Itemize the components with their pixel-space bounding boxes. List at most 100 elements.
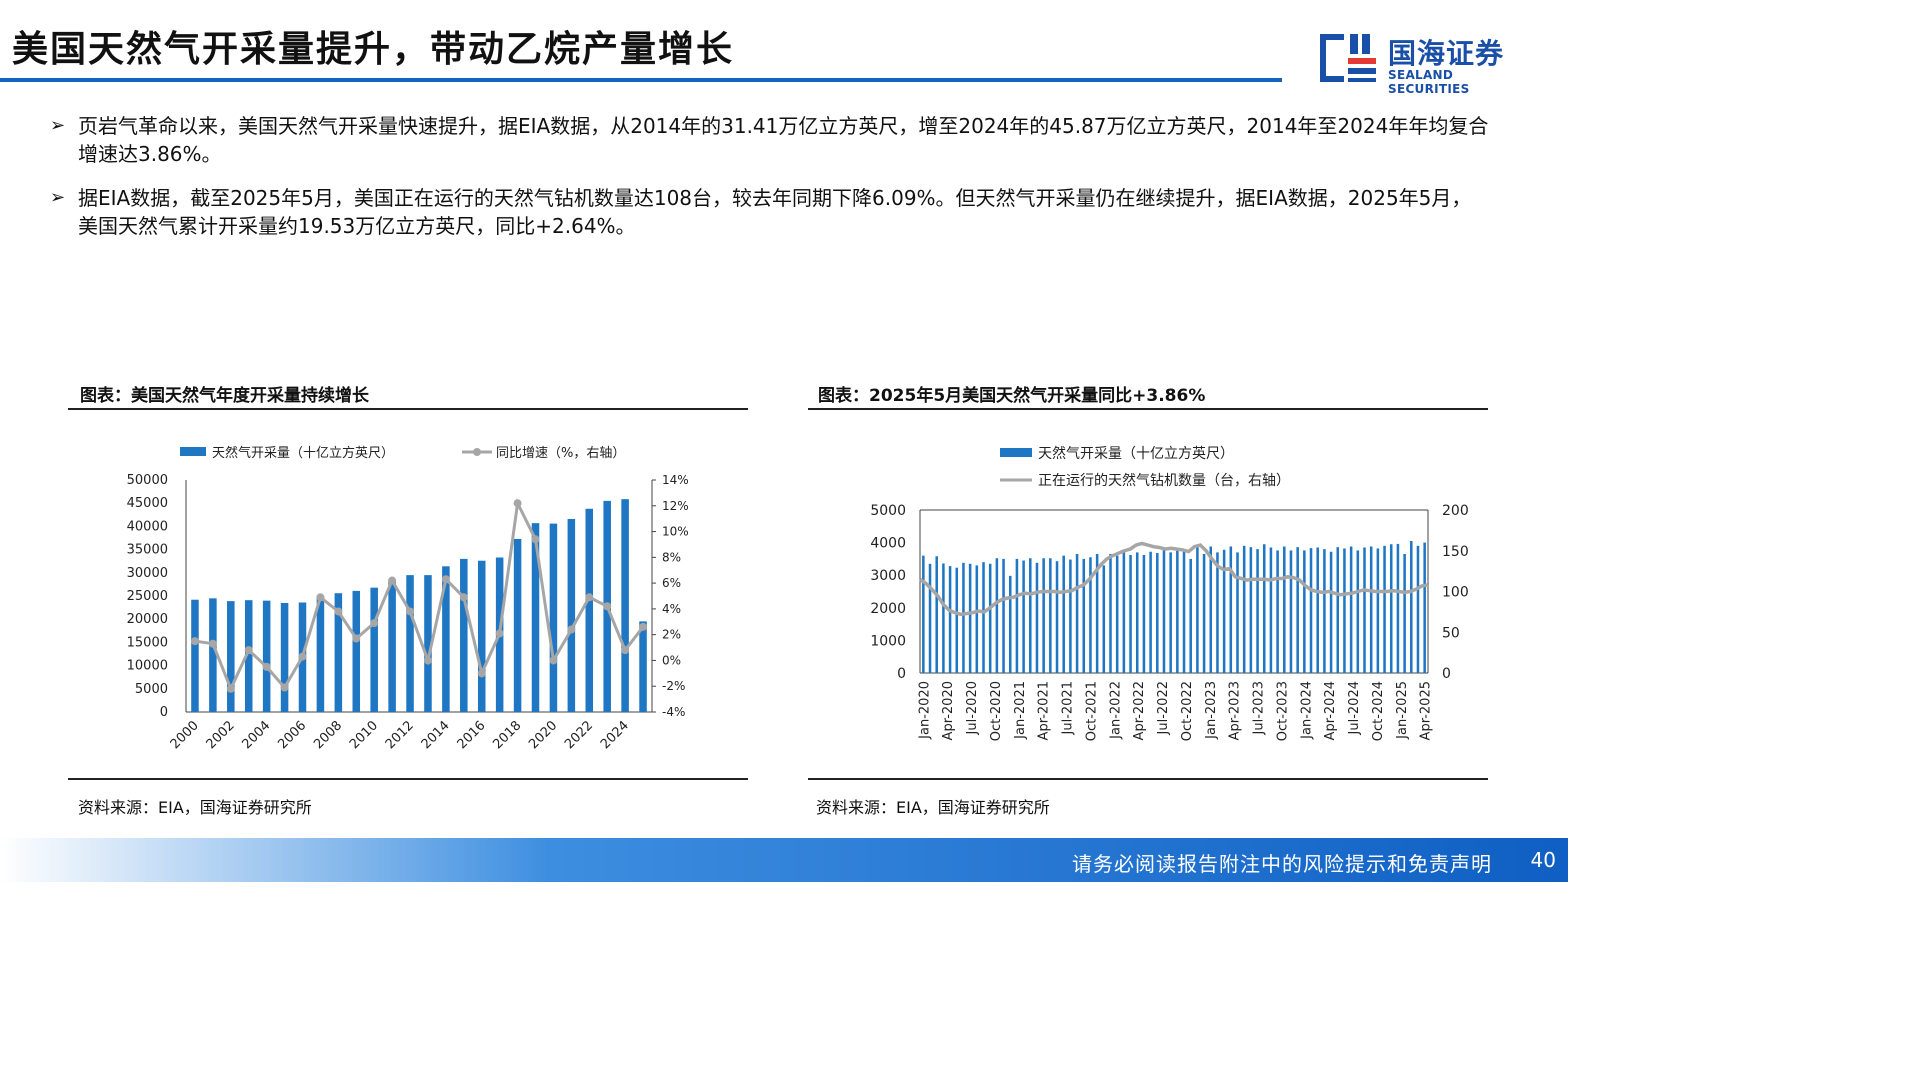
growth-point <box>352 634 361 643</box>
bar <box>1262 544 1266 673</box>
x-tick-label: 2000 <box>168 718 202 752</box>
growth-point <box>280 683 289 692</box>
bullet-text: 据EIA数据，截至2025年5月，美国正在运行的天然气钻机数量达108台，较去年… <box>78 186 1472 238</box>
right-y-tick-label: -4% <box>662 705 685 719</box>
x-tick-label: 2012 <box>383 718 417 752</box>
bar <box>1403 554 1406 673</box>
growth-point <box>262 662 271 671</box>
x-tick-label: 2002 <box>204 718 238 752</box>
bar <box>477 560 486 712</box>
x-tick-label: Oct-2021 <box>1084 681 1099 741</box>
growth-point <box>585 593 594 602</box>
bar <box>352 590 361 712</box>
growth-point <box>477 669 486 678</box>
page-number: 40 <box>1530 848 1556 872</box>
growth-point <box>208 639 217 648</box>
bar <box>316 597 325 712</box>
x-tick-label: 2016 <box>455 718 489 752</box>
bar <box>567 518 576 712</box>
bar <box>639 621 647 712</box>
x-tick-label: Apr-2020 <box>941 681 956 740</box>
bar <box>406 575 414 712</box>
bar <box>995 558 999 673</box>
right-y-tick-label: 100 <box>1442 585 1469 601</box>
bar <box>1122 550 1126 673</box>
arrow-bullet-icon: ➢ <box>50 115 66 136</box>
bar <box>388 579 396 712</box>
left-y-tick-label: 45000 <box>127 496 168 511</box>
x-tick-label: Apr-2025 <box>1419 681 1434 740</box>
x-tick-label: Jan-2025 <box>1395 681 1410 740</box>
left-y-tick-label: 50000 <box>127 473 168 488</box>
bar <box>1142 554 1146 673</box>
x-tick-label: Apr-2021 <box>1037 681 1052 740</box>
legend-bar-swatch <box>180 447 206 456</box>
bar <box>334 593 343 712</box>
bar <box>1343 548 1346 673</box>
bar <box>975 565 979 673</box>
bar <box>1022 560 1025 673</box>
growth-point <box>459 593 468 602</box>
bar <box>460 558 468 712</box>
growth-point <box>495 629 504 638</box>
monthly-production-chart: 天然气开采量（十亿立方英尺）正在运行的天然气钻机数量（台，右轴）01000200… <box>870 445 1469 741</box>
bar <box>1202 554 1206 673</box>
legend-bar-label: 天然气开采量（十亿立方英尺） <box>1038 445 1234 462</box>
growth-point <box>567 625 576 634</box>
left-y-tick-label: 2000 <box>870 601 906 617</box>
bar <box>1062 555 1065 673</box>
bar <box>1102 565 1106 673</box>
x-tick-label: Jan-2023 <box>1204 681 1219 740</box>
growth-line <box>194 498 645 693</box>
bar <box>988 563 992 673</box>
bar <box>1383 545 1386 673</box>
bar <box>1015 558 1019 673</box>
left-chart-bottom-rule <box>68 778 748 780</box>
bar <box>513 538 522 712</box>
x-tick-label: Oct-2020 <box>989 681 1004 741</box>
left-y-tick-label: 25000 <box>127 589 168 604</box>
left-y-tick-label: 30000 <box>127 566 168 581</box>
bar <box>1082 558 1086 673</box>
bar <box>928 563 932 673</box>
bar <box>227 601 235 712</box>
x-tick-label: Jul-2020 <box>965 681 980 735</box>
bar <box>1323 549 1326 673</box>
bar <box>1035 562 1039 673</box>
bar <box>1309 548 1313 673</box>
bar <box>1410 540 1413 673</box>
right-chart-top-rule <box>808 408 1488 410</box>
bar <box>982 562 985 673</box>
bar <box>1129 554 1132 673</box>
bar <box>962 562 965 673</box>
growth-point <box>226 684 235 693</box>
x-tick-label: 2014 <box>419 718 453 752</box>
bar <box>1303 550 1306 673</box>
legend-line-marker <box>473 448 481 456</box>
bar <box>948 566 952 673</box>
bar <box>280 602 289 712</box>
bar <box>1416 545 1420 673</box>
bar <box>1189 558 1192 673</box>
left-y-tick-label: 15000 <box>127 635 168 650</box>
bar <box>1182 549 1186 673</box>
growth-point <box>316 593 325 602</box>
bar <box>1115 555 1119 673</box>
footer-disclaimer: 请务必阅读报告附注中的风险提示和免责声明 <box>1072 852 1492 876</box>
right-y-tick-label: 0 <box>1442 666 1451 682</box>
bullet-text: 页岩气革命以来，美国天然气开采量快速提升，据EIA数据，从2014年的31.41… <box>78 114 1489 166</box>
left-y-tick-label: 5000 <box>870 503 906 519</box>
bar <box>262 600 271 712</box>
bar <box>1336 547 1340 673</box>
x-tick-label: Apr-2022 <box>1132 681 1147 740</box>
bar <box>1356 550 1360 673</box>
right-y-tick-label: 150 <box>1442 544 1469 560</box>
bar <box>1269 547 1273 673</box>
growth-point <box>621 646 630 655</box>
bar <box>1109 554 1112 673</box>
bar <box>935 556 938 673</box>
x-tick-label: 2022 <box>562 718 596 752</box>
left-chart-top-rule <box>68 408 748 410</box>
left-y-tick-label: 1000 <box>870 633 906 649</box>
bar <box>1029 558 1032 673</box>
